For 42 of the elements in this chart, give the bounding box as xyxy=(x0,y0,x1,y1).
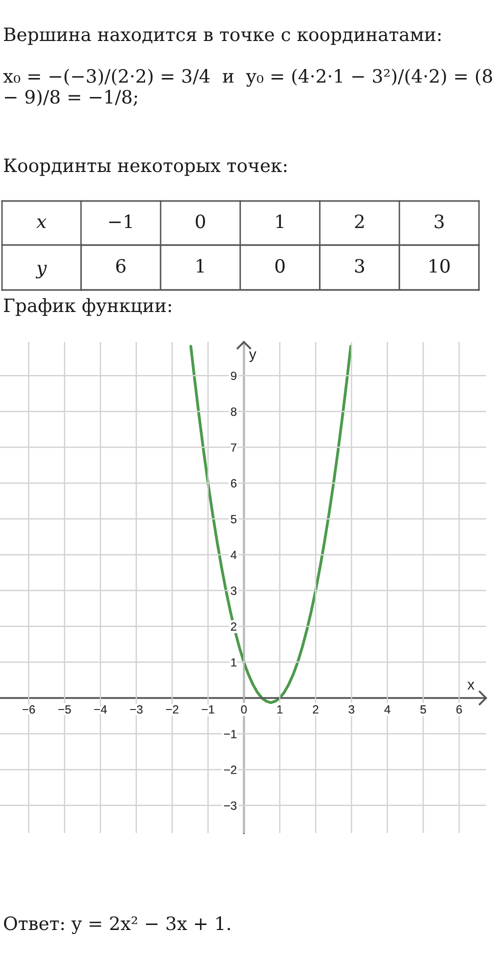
x-tick-label: −1 xyxy=(202,705,214,714)
x-tick-label: 1 xyxy=(276,214,284,228)
x-tick-label: 2 xyxy=(312,705,318,714)
chart-title: Координты некоторых точек: xyxy=(4,158,286,176)
x-axis-title: x xyxy=(467,682,474,690)
x-tick-label: 4 xyxy=(384,705,390,714)
y-tick-label: 1 xyxy=(231,658,236,666)
y-tick-label: 8 xyxy=(230,408,236,416)
x-tick-label: 3 xyxy=(434,214,444,228)
x-axis-title: x xyxy=(36,218,46,228)
y-tick-label: 9 xyxy=(230,372,236,380)
data-label: 0 xyxy=(275,258,285,273)
x-tick-label: 6 xyxy=(456,705,462,714)
x-tick-label: −3 xyxy=(130,705,143,714)
x-tick-label: 5 xyxy=(420,705,426,714)
line-series xyxy=(189,344,352,704)
y-tick-label: −2 xyxy=(224,766,236,774)
data-label: 10 xyxy=(430,258,450,273)
x-tick-label: 1 xyxy=(277,705,282,714)
y-tick-label: −3 xyxy=(224,801,236,810)
x-tick-label: −1 xyxy=(109,214,132,228)
x-tick-label: −2 xyxy=(166,705,178,714)
chart-title: График функции: xyxy=(4,298,171,316)
y-tick-label: 7 xyxy=(230,443,236,452)
y-tick-label: −1 xyxy=(224,730,236,738)
y-axis-title: y xyxy=(249,351,256,362)
data-label: 6 xyxy=(116,258,126,273)
x-tick-label: −4 xyxy=(94,705,107,714)
y-tick-label: 6 xyxy=(230,479,236,488)
data-label: 1 xyxy=(196,258,204,273)
x-tick-label: 2 xyxy=(355,214,364,228)
x-tick-label: −6 xyxy=(22,705,35,714)
x-tick-label: −5 xyxy=(58,705,71,714)
text: Вершина находится в точке с координатами: xyxy=(4,28,441,45)
x-tick-label: 3 xyxy=(348,705,354,714)
y-tick-label: 5 xyxy=(230,515,236,524)
y-tick-label: 3 xyxy=(230,586,236,595)
x-tick-label: 0 xyxy=(196,214,206,228)
data-label: 3 xyxy=(355,258,364,273)
text: x₀ = −(−3)/(2·2) = 3/4 и y₀ = (4·2·1 − 3²)/(4·2) = (8 − 9)/8 = −1/8; xyxy=(3,68,492,106)
y-tick-label: 4 xyxy=(230,550,237,560)
text: Ответ: y = 2x² − 3x + 1. xyxy=(4,916,230,934)
